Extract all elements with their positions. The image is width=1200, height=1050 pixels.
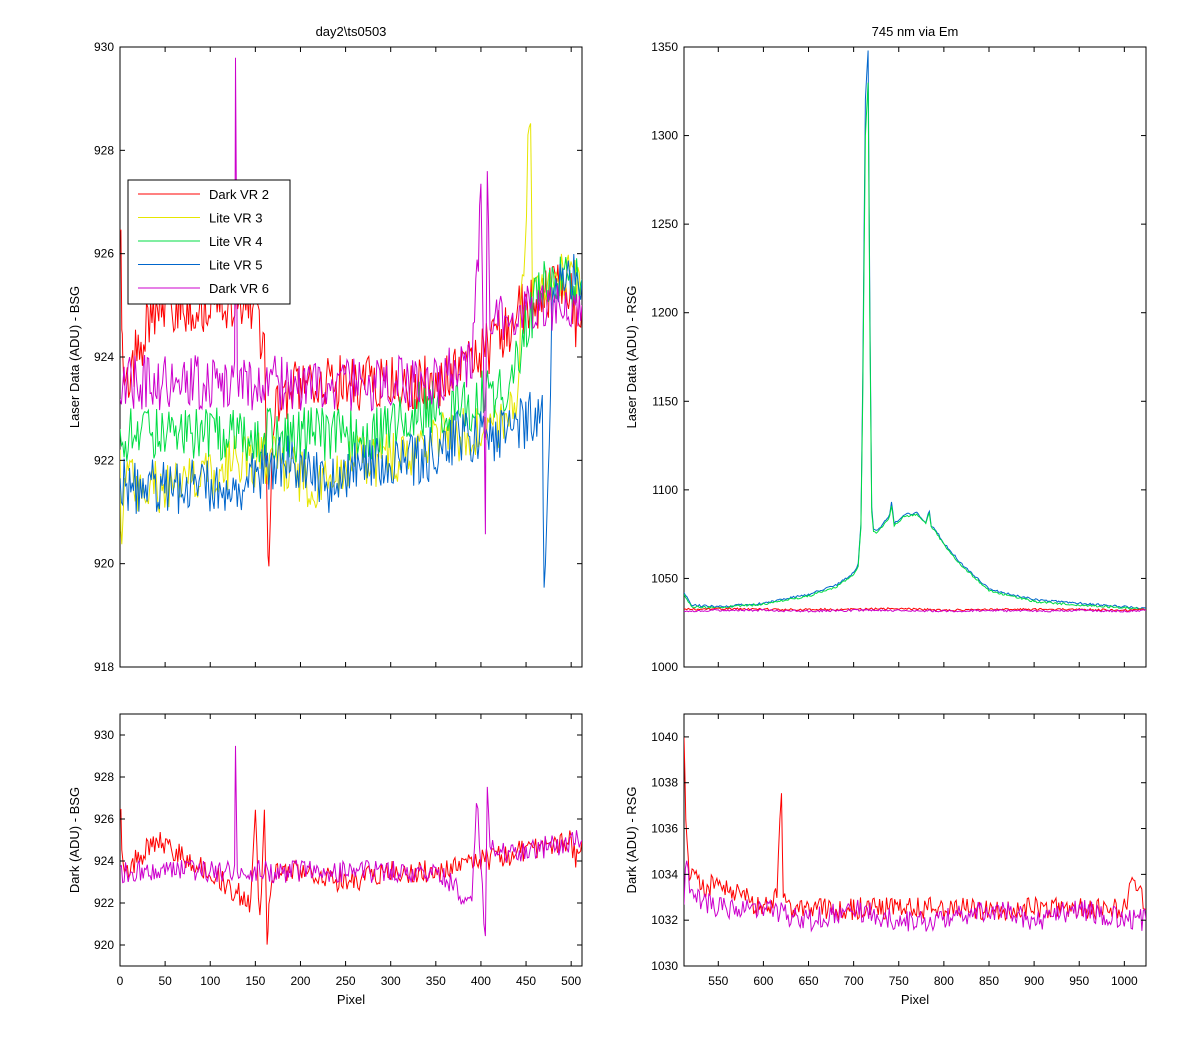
y-tick-label-top-right-1050: 1050 [651, 571, 678, 585]
legend-label-lite-vr-4: Lite VR 4 [209, 234, 262, 249]
x-tick-label-bottom-right-650: 650 [799, 974, 819, 988]
ylabel-bottom-right: Dark (ADU) - RSG [624, 787, 639, 894]
series-line-dark-vr-6-top-right [684, 608, 1146, 613]
y-tick-label-top-left-924: 924 [94, 350, 114, 364]
legend-box [127, 179, 291, 305]
axes-top-left: day2\ts0503 Laser Data (ADU) - BSG 918 92… [67, 24, 583, 674]
y-tick-label-top-left-926: 926 [94, 247, 114, 261]
xlabel-bottom-left: Pixel [337, 992, 365, 1007]
x-tick-label-bottom-left-0: 0 [117, 974, 124, 988]
y-tick-label-bottom-right-1040: 1040 [651, 730, 678, 744]
axes-bottom-right: Dark (ADU) - RSG Pixel 550 600 650 700 750 80… [624, 713, 1147, 1007]
y-tick-label-bottom-right-1036: 1036 [651, 822, 678, 836]
plot-frame-bottom-left [119, 713, 583, 967]
x-tick-label-bottom-left-350: 350 [426, 974, 446, 988]
y-tick-label-bottom-right-1032: 1032 [651, 913, 678, 927]
legend-label-dark-vr-2: Dark VR 2 [209, 187, 269, 202]
y-tick-label-top-right-1350: 1350 [651, 40, 678, 54]
axes-bottom-left: Dark (ADU) - BSG Pixel 0 50 100 150 200 250 30… [67, 713, 583, 1007]
y-tick-label-bottom-left-920: 920 [94, 938, 114, 952]
x-tick-label-bottom-right-800: 800 [934, 974, 954, 988]
series-line-lite-vr-5-top-left [120, 253, 582, 588]
y-tick-label-top-right-1200: 1200 [651, 306, 678, 320]
x-tick-label-bottom-right-850: 850 [979, 974, 999, 988]
y-tick-label-top-right-1150: 1150 [652, 394, 678, 408]
x-tick-label-bottom-left-300: 300 [381, 974, 401, 988]
x-tick-label-bottom-right-900: 900 [1024, 974, 1044, 988]
x-tick-label-bottom-left-400: 400 [471, 974, 491, 988]
x-tick-label-bottom-left-450: 450 [516, 974, 536, 988]
legend-label-lite-vr-5: Lite VR 5 [209, 258, 262, 273]
ylabel-top-left: Laser Data (ADU) - BSG [67, 286, 82, 428]
y-tick-label-bottom-right-1030: 1030 [651, 959, 678, 973]
legend: Dark VR 2 Lite VR 3 Lite VR 4 Lite VR 5 Dark… [127, 179, 291, 305]
x-tick-label-bottom-right-1000: 1000 [1111, 974, 1138, 988]
y-tick-label-top-left-928: 928 [94, 143, 114, 157]
series-line-lite-vr-4-top-right [684, 82, 1146, 610]
y-tick-label-bottom-left-926: 926 [94, 812, 114, 826]
x-tick-label-bottom-left-150: 150 [245, 974, 265, 988]
series-line-lite-vr-4-top-left [120, 256, 582, 463]
series-line-lite-vr-5-top-right [684, 50, 1146, 610]
x-tick-label-bottom-right-700: 700 [844, 974, 864, 988]
series-line-dark-vr-6-bottom-right [684, 860, 1146, 933]
x-tick-label-bottom-left-250: 250 [336, 974, 356, 988]
x-tick-label-bottom-left-50: 50 [158, 974, 172, 988]
series-line-lite-vr-3-top-left [120, 123, 582, 545]
plot-frame-bottom-right [683, 713, 1147, 967]
ylabel-top-right: Laser Data (ADU) - RSG [624, 285, 639, 428]
y-tick-label-bottom-left-922: 922 [94, 896, 114, 910]
x-tick-label-bottom-left-500: 500 [561, 974, 581, 988]
x-tick-label-bottom-right-550: 550 [708, 974, 728, 988]
y-tick-label-bottom-right-1038: 1038 [651, 776, 678, 790]
ylabel-bottom-left: Dark (ADU) - BSG [67, 787, 82, 893]
legend-label-dark-vr-6: Dark VR 6 [209, 281, 269, 296]
series-line-dark-vr-6-bottom-left [120, 745, 582, 937]
legend-label-lite-vr-3: Lite VR 3 [209, 211, 262, 226]
axes-top-right: 745 nm via Em Laser Data (ADU) - RSG 100… [624, 24, 1147, 674]
title-top-right: 745 nm via Em [872, 24, 959, 39]
y-tick-label-top-left-930: 930 [94, 40, 114, 54]
y-tick-label-top-right-1300: 1300 [651, 129, 678, 143]
plot-frame-top-right [683, 46, 1147, 668]
x-tick-label-bottom-right-600: 600 [753, 974, 773, 988]
x-tick-label-bottom-left-100: 100 [200, 974, 220, 988]
y-tick-label-top-right-1000: 1000 [651, 660, 678, 674]
y-tick-label-top-left-920: 920 [94, 557, 114, 571]
y-tick-label-bottom-right-1034: 1034 [651, 867, 678, 881]
x-tick-label-bottom-right-950: 950 [1069, 974, 1089, 988]
y-tick-label-top-left-918: 918 [94, 660, 114, 674]
title-top-left: day2\ts0503 [316, 24, 387, 39]
plot-frame-top-left [119, 46, 583, 668]
y-tick-label-top-right-1250: 1250 [651, 217, 678, 231]
y-tick-label-top-right-1100: 1100 [652, 483, 678, 497]
y-tick-label-bottom-left-928: 928 [94, 770, 114, 784]
series-line-dark-vr-2-top-left [120, 229, 582, 567]
y-tick-label-bottom-left-924: 924 [94, 854, 114, 868]
y-tick-label-top-left-922: 922 [94, 453, 114, 467]
x-tick-label-bottom-right-750: 750 [889, 974, 909, 988]
series-line-dark-vr-6-top-left [120, 57, 582, 535]
y-tick-label-bottom-left-930: 930 [94, 728, 114, 742]
x-tick-label-bottom-left-200: 200 [290, 974, 310, 988]
xlabel-bottom-right: Pixel [901, 992, 929, 1007]
